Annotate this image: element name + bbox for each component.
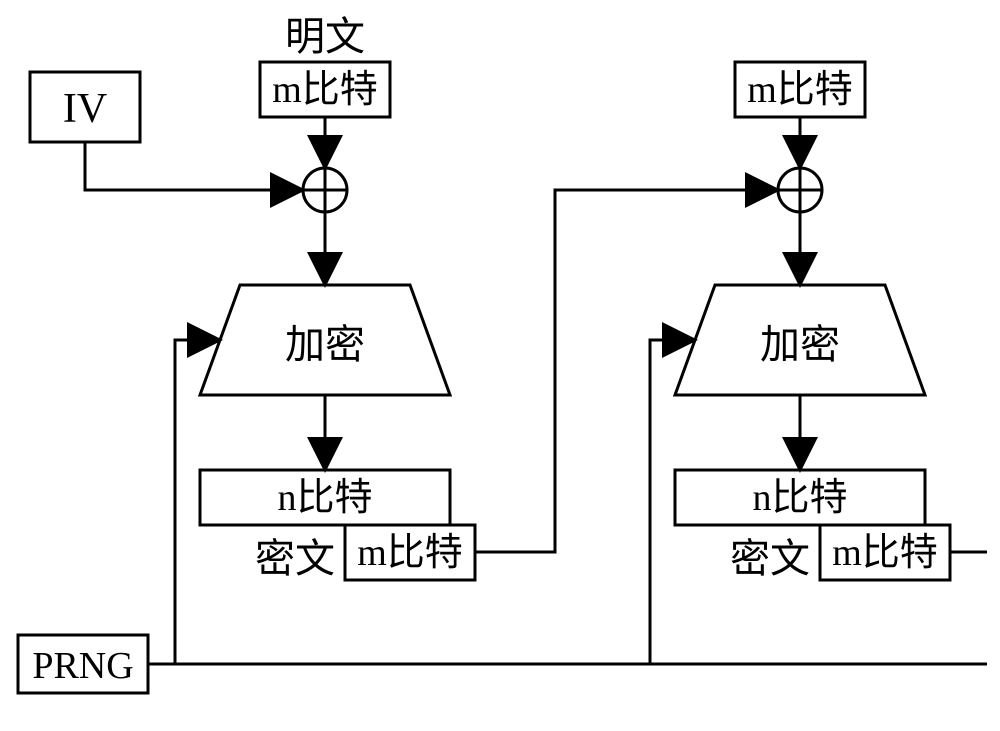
ciphertext-left-label: 密文: [255, 536, 335, 581]
encrypt-right-label: 加密: [760, 322, 840, 367]
plaintext-header-label: 明文: [285, 14, 365, 59]
arrow-iv-to-xor: [85, 142, 300, 190]
mbit-out-right-label: m比特: [832, 532, 938, 574]
iv-label: IV: [63, 86, 107, 132]
mbit-out-left-label: m比特: [357, 532, 463, 574]
encrypt-left-label: 加密: [285, 322, 365, 367]
mbit-right-label: m比特: [747, 69, 853, 111]
ciphertext-right-label: 密文: [730, 536, 810, 581]
nbit-right-label: n比特: [752, 477, 847, 519]
mbit-left-label: m比特: [272, 69, 378, 111]
prng-label: PRNG: [32, 645, 133, 687]
nbit-left-label: n比特: [277, 477, 372, 519]
